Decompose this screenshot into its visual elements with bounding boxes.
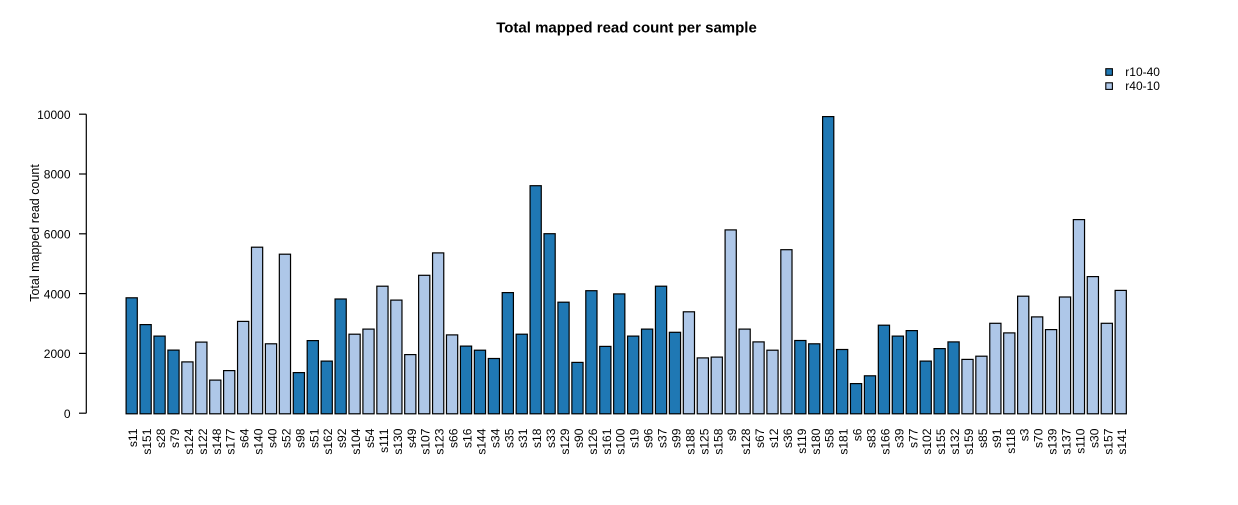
svg-text:s6: s6 xyxy=(851,428,865,441)
svg-text:s151: s151 xyxy=(140,428,154,454)
svg-text:s155: s155 xyxy=(934,428,948,454)
svg-text:s144: s144 xyxy=(474,428,488,454)
svg-text:s119: s119 xyxy=(795,428,809,453)
svg-text:s90: s90 xyxy=(572,428,586,448)
svg-text:s35: s35 xyxy=(502,428,516,448)
svg-text:s85: s85 xyxy=(976,428,990,448)
svg-text:s58: s58 xyxy=(823,428,837,448)
svg-text:s159: s159 xyxy=(962,428,976,454)
svg-text:s98: s98 xyxy=(293,428,307,448)
svg-text:s83: s83 xyxy=(864,428,878,448)
svg-text:s54: s54 xyxy=(363,428,377,448)
svg-text:s161: s161 xyxy=(600,428,614,454)
svg-text:s66: s66 xyxy=(447,428,461,448)
svg-text:s18: s18 xyxy=(530,428,544,448)
svg-text:s3: s3 xyxy=(1018,428,1032,441)
svg-text:s132: s132 xyxy=(948,428,962,454)
svg-text:s70: s70 xyxy=(1032,428,1046,448)
svg-text:s148: s148 xyxy=(210,428,224,454)
svg-text:s104: s104 xyxy=(349,428,363,454)
svg-text:s181: s181 xyxy=(837,428,851,454)
svg-text:s139: s139 xyxy=(1046,428,1060,454)
svg-text:s51: s51 xyxy=(307,428,321,448)
svg-text:s125: s125 xyxy=(697,428,711,454)
svg-text:Total mapped read count per sa: Total mapped read count per sample xyxy=(496,20,757,37)
svg-text:Total mapped read count: Total mapped read count xyxy=(28,164,42,302)
svg-text:s16: s16 xyxy=(461,428,475,448)
svg-text:0: 0 xyxy=(64,407,71,421)
svg-text:s33: s33 xyxy=(544,428,558,448)
svg-text:s28: s28 xyxy=(154,428,168,448)
svg-text:s91: s91 xyxy=(990,428,1004,448)
svg-text:s158: s158 xyxy=(711,428,725,454)
svg-text:s102: s102 xyxy=(920,428,934,454)
svg-text:2000: 2000 xyxy=(44,347,71,361)
svg-text:4000: 4000 xyxy=(44,287,71,301)
svg-text:s118: s118 xyxy=(1004,428,1018,453)
svg-text:s96: s96 xyxy=(642,428,656,448)
svg-text:6000: 6000 xyxy=(44,228,71,242)
svg-text:s92: s92 xyxy=(335,428,349,448)
svg-text:s157: s157 xyxy=(1101,428,1115,454)
svg-text:s129: s129 xyxy=(558,428,572,454)
svg-text:s39: s39 xyxy=(892,428,906,448)
svg-text:s162: s162 xyxy=(321,428,335,454)
svg-text:r40-10: r40-10 xyxy=(1125,79,1160,93)
svg-text:s67: s67 xyxy=(753,428,767,448)
svg-text:s140: s140 xyxy=(252,428,266,454)
svg-text:s19: s19 xyxy=(628,428,642,448)
svg-text:s36: s36 xyxy=(781,428,795,448)
svg-text:s40: s40 xyxy=(266,428,280,448)
svg-text:s107: s107 xyxy=(419,428,433,454)
svg-text:s110: s110 xyxy=(1073,428,1087,453)
svg-text:s9: s9 xyxy=(725,428,739,441)
svg-text:s137: s137 xyxy=(1060,428,1074,454)
svg-text:s166: s166 xyxy=(878,428,892,454)
svg-text:s124: s124 xyxy=(182,428,196,454)
svg-text:10000: 10000 xyxy=(37,108,71,122)
svg-text:s64: s64 xyxy=(238,428,252,448)
svg-text:s177: s177 xyxy=(224,428,238,454)
svg-text:s123: s123 xyxy=(433,428,447,454)
svg-text:s180: s180 xyxy=(809,428,823,454)
svg-text:s79: s79 xyxy=(168,428,182,448)
svg-text:s30: s30 xyxy=(1087,428,1101,448)
svg-text:s49: s49 xyxy=(405,428,419,448)
svg-text:s188: s188 xyxy=(683,428,697,454)
svg-text:s141: s141 xyxy=(1115,428,1129,454)
svg-text:s52: s52 xyxy=(279,428,293,448)
svg-text:8000: 8000 xyxy=(44,168,71,182)
svg-text:s99: s99 xyxy=(669,428,683,448)
svg-text:s11: s11 xyxy=(126,428,140,447)
svg-text:r10-40: r10-40 xyxy=(1125,65,1160,79)
svg-text:s77: s77 xyxy=(906,428,920,448)
svg-text:s126: s126 xyxy=(586,428,600,454)
svg-text:s37: s37 xyxy=(656,428,670,448)
svg-text:s34: s34 xyxy=(488,428,502,448)
svg-text:s122: s122 xyxy=(196,428,210,454)
svg-text:s100: s100 xyxy=(614,428,628,454)
svg-text:s128: s128 xyxy=(739,428,753,454)
svg-text:s12: s12 xyxy=(767,428,781,448)
svg-text:s31: s31 xyxy=(516,428,530,448)
svg-text:s111: s111 xyxy=(377,428,391,453)
svg-text:s130: s130 xyxy=(391,428,405,454)
